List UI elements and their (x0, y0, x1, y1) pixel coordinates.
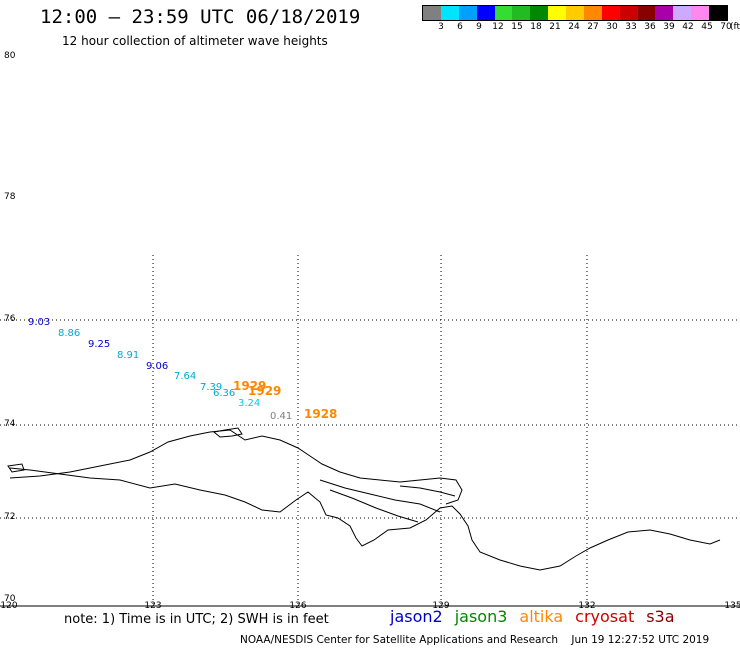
satellite-jason3-label: jason3 (454, 607, 508, 626)
legend-swatch (655, 6, 674, 20)
longitude-label: 132 (578, 601, 596, 611)
swh-value: 0.41 (270, 411, 293, 422)
legend-tick-label: 12 (492, 22, 504, 32)
legend-swatch (673, 6, 692, 20)
satellite-s3a-label: s3a (646, 607, 675, 626)
legend-tick-label: 9 (476, 22, 482, 32)
satellite-altika-label: altika (519, 607, 564, 626)
graticule (0, 255, 740, 606)
legend-swatch (458, 6, 477, 20)
longitude-label: 123 (144, 601, 162, 611)
legend-tick-label: 24 (568, 22, 580, 32)
legend-swatch (583, 6, 602, 20)
legend-swatch (637, 6, 656, 20)
legend-tick-label: 15 (511, 22, 523, 32)
legend-tick-label: 42 (682, 22, 694, 32)
credit-text: NOAA/NESDIS Center for Satellite Applica… (240, 634, 558, 646)
longitude-label: 129 (432, 601, 450, 611)
latitude-label: 80 (4, 51, 16, 61)
legend-tick-label: 45 (701, 22, 713, 32)
longitude-label: 126 (289, 601, 307, 611)
swh-value: 7.39 (200, 382, 223, 393)
legend-tick-label: 39 (663, 22, 675, 32)
longitude-label: 135 (724, 601, 740, 611)
legend-swatches (422, 5, 728, 21)
legend-swatch (530, 6, 549, 20)
legend-swatch (619, 6, 638, 20)
latitude-label: 70 (4, 594, 16, 604)
swh-value: 8.91 (117, 350, 140, 361)
swh-value: 6.36 (213, 388, 236, 399)
legend-tick-label: 21 (549, 22, 561, 32)
pass-time-label: 1928 (304, 407, 338, 421)
legend-swatch (601, 6, 620, 20)
legend-swatch (423, 6, 441, 20)
chart-subtitle: 12 hour collection of altimeter wave hei… (62, 34, 328, 48)
satellite-legend: jason2 jason3 altika cryosat s3a (390, 607, 687, 626)
swh-value: 9.06 (146, 361, 169, 372)
legend-swatch (494, 6, 513, 20)
legend-swatch (440, 6, 459, 20)
legend-swatch (476, 6, 495, 20)
legend-unit: (ft) (730, 22, 740, 32)
latitude-label: 74 (4, 419, 16, 429)
chart-title: 12:00 – 23:59 UTC 06/18/2019 (40, 6, 361, 28)
legend-tick-label: 70 (720, 22, 732, 32)
legend-tick-label: 30 (606, 22, 618, 32)
pass-time-label: 1929 (233, 379, 267, 393)
legend-swatch (512, 6, 531, 20)
latitude-label: 78 (4, 192, 16, 202)
footer-note: note: 1) Time is in UTC; 2) SWH is in fe… (64, 612, 329, 627)
legend-swatch (691, 6, 709, 20)
swh-value: 7.64 (174, 371, 197, 382)
legend-tick-label: 27 (587, 22, 599, 32)
swh-value: 3.24 (238, 398, 261, 409)
latitude-label: 76 (4, 314, 16, 324)
swh-value: 9.03 (28, 317, 51, 328)
legend-swatch (566, 6, 584, 20)
legend-tick-label: 18 (530, 22, 542, 32)
satellite-jason2-label: jason2 (390, 607, 443, 626)
coastline (7, 427, 721, 571)
legend-swatch (709, 6, 727, 20)
legend-swatch (548, 6, 566, 20)
swh-value: 8.86 (58, 328, 81, 339)
footer-credit: NOAA/NESDIS Center for Satellite Applica… (240, 634, 709, 646)
credit-timestamp: Jun 19 12:27:52 UTC 2019 (571, 634, 710, 646)
legend-tick-label: 6 (457, 22, 463, 32)
legend-tick-label: 36 (644, 22, 656, 32)
legend-tick-label: 3 (438, 22, 444, 32)
latitude-label: 72 (4, 512, 16, 522)
satellite-cryosat-label: cryosat (575, 607, 635, 626)
pass-time-label: 1929 (248, 384, 282, 398)
legend-tick-label: 33 (625, 22, 637, 32)
longitude-label: 120 (0, 601, 18, 611)
swh-value: 9.25 (88, 339, 111, 350)
